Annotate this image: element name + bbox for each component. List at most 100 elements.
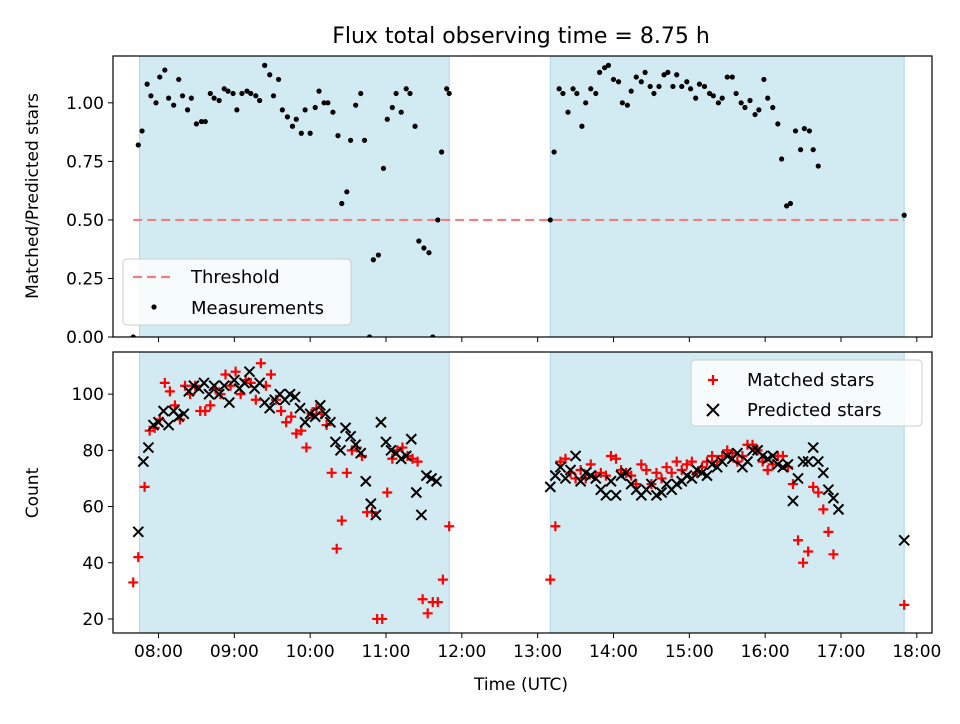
top-measurements-point xyxy=(225,88,231,94)
top-measurements-point xyxy=(747,97,753,104)
top-measurements-point xyxy=(784,203,790,209)
top-measurements-point xyxy=(674,72,680,78)
top-y-tick-label: 1.00 xyxy=(66,94,104,114)
top-measurements-point xyxy=(202,118,208,125)
x-tick-label: 17:00 xyxy=(817,642,866,662)
bottom-matched-stars-point xyxy=(331,543,342,554)
bottom-matched-stars-point xyxy=(417,594,428,605)
bottom-matched-stars-point xyxy=(336,515,347,526)
top-measurements-point xyxy=(403,86,409,92)
top-measurements-point xyxy=(430,334,436,337)
top-measurements-point xyxy=(135,142,141,148)
bottom-predicted-stars-point xyxy=(574,475,587,487)
top-measurements-point xyxy=(602,65,608,71)
top-measurements-point xyxy=(778,156,785,162)
top-measurements-point xyxy=(806,128,813,134)
bottom-matched-stars-point xyxy=(798,557,809,568)
bottom-predicted-stars-point xyxy=(238,377,251,389)
bottom-matched-stars-point xyxy=(265,369,276,380)
bottom-matched-stars-point xyxy=(377,613,388,624)
bottom-matched-stars-point xyxy=(899,599,910,610)
bottom-matched-stars-point xyxy=(550,521,561,532)
top-measurements-point xyxy=(198,118,205,125)
legend-box xyxy=(122,258,352,326)
top-measurements-point xyxy=(162,67,168,73)
bottom-y-tick-label: 100 xyxy=(72,385,104,405)
bottom-matched-stars-point xyxy=(828,549,839,560)
top-measurements-point xyxy=(551,149,557,155)
legend-threshold-label: Threshold xyxy=(190,267,280,288)
bottom-matched-stars-point xyxy=(777,450,788,461)
top-measurements-point xyxy=(588,86,594,92)
top-measurements-point xyxy=(801,125,807,132)
bottom-predicted-stars-point xyxy=(178,408,190,420)
top-measurements-point xyxy=(706,90,713,97)
top-measurements-point xyxy=(375,252,382,258)
top-measurements-point xyxy=(719,95,725,101)
top-measurements-point xyxy=(556,86,562,92)
bottom-matched-stars-point xyxy=(676,465,687,476)
bottom-predicted-stars-point xyxy=(797,455,809,468)
bottom-y-tick-label: 40 xyxy=(82,554,104,574)
top-measurements-point xyxy=(139,128,145,134)
bottom-matched-stars-point xyxy=(605,450,616,461)
bottom-matched-stars-point xyxy=(560,453,571,464)
bottom-y-tick-label: 20 xyxy=(82,610,104,630)
top-measurements-point xyxy=(570,86,576,92)
top-measurements-point xyxy=(715,100,722,106)
bottom-matched-stars-point xyxy=(722,445,733,456)
bottom-predicted-stars-point xyxy=(223,396,235,409)
bottom-plot-area xyxy=(128,352,910,633)
bottom-predicted-stars-point xyxy=(645,478,658,490)
top-measurements-point xyxy=(153,100,159,106)
bottom-predicted-stars-point xyxy=(319,408,332,420)
bottom-matched-stars-point xyxy=(128,577,139,588)
bottom-matched-stars-point xyxy=(255,358,266,369)
bottom-predicted-stars-point xyxy=(554,461,567,473)
x-tick-label: 14:00 xyxy=(589,642,638,662)
top-measurements-point xyxy=(670,83,676,90)
top-measurements-point xyxy=(435,217,441,223)
top-measurements-point xyxy=(647,83,653,90)
bottom-predicted-stars-point xyxy=(767,450,779,462)
bottom-predicted-stars-point xyxy=(213,388,225,400)
bottom-predicted-stars-point xyxy=(329,436,342,448)
top-measurements-point xyxy=(230,90,236,97)
top-measurements-point xyxy=(348,137,354,143)
bottom-matched-stars-point xyxy=(808,481,819,492)
top-measurements-point xyxy=(596,69,603,75)
top-measurements-point xyxy=(752,111,758,118)
top-measurements-point xyxy=(144,81,150,87)
bottom-predicted-stars-point xyxy=(590,472,602,485)
bottom-predicted-stars-point xyxy=(898,534,910,546)
bottom-matched-stars-point xyxy=(641,465,652,476)
bottom-matched-stars-point xyxy=(611,453,622,464)
bottom-matched-stars-point xyxy=(245,377,256,388)
top-measurements-point xyxy=(339,200,345,207)
bottom-predicted-stars-point xyxy=(610,489,622,502)
bottom-predicted-stars-point xyxy=(355,447,367,459)
bottom-matched-stars-point xyxy=(444,521,455,532)
bottom-matched-stars-point xyxy=(631,479,642,490)
top-measurements-point xyxy=(248,90,254,97)
bottom-matched-stars-point xyxy=(250,394,261,405)
bottom-predicted-stars-point xyxy=(415,509,428,521)
top-measurements-point xyxy=(605,62,612,68)
legend-predicted-swatch xyxy=(706,403,720,417)
top-measurements-point xyxy=(176,76,182,83)
bottom-matched-stars-point xyxy=(681,459,692,470)
top-measurements-point xyxy=(207,90,213,97)
bottom-matched-stars-point xyxy=(225,380,236,391)
bottom-predicted-stars-point xyxy=(701,469,713,482)
bottom-matched-stars-point xyxy=(823,526,834,537)
top-measurements-point xyxy=(792,128,799,134)
top-measurements-point xyxy=(583,100,589,106)
bottom-axes-frame xyxy=(112,351,933,634)
bottom-matched-stars-point xyxy=(301,442,312,453)
top-measurements-point xyxy=(262,62,268,68)
bottom-matched-stars-point xyxy=(139,481,150,492)
x-axis-label: Time (UTC) xyxy=(473,675,568,695)
bottom-matched-stars-point xyxy=(787,479,798,490)
legend-matched-label: Matched stars xyxy=(747,370,874,391)
top-y-axis-label: Matched/Predicted stars xyxy=(23,93,43,299)
